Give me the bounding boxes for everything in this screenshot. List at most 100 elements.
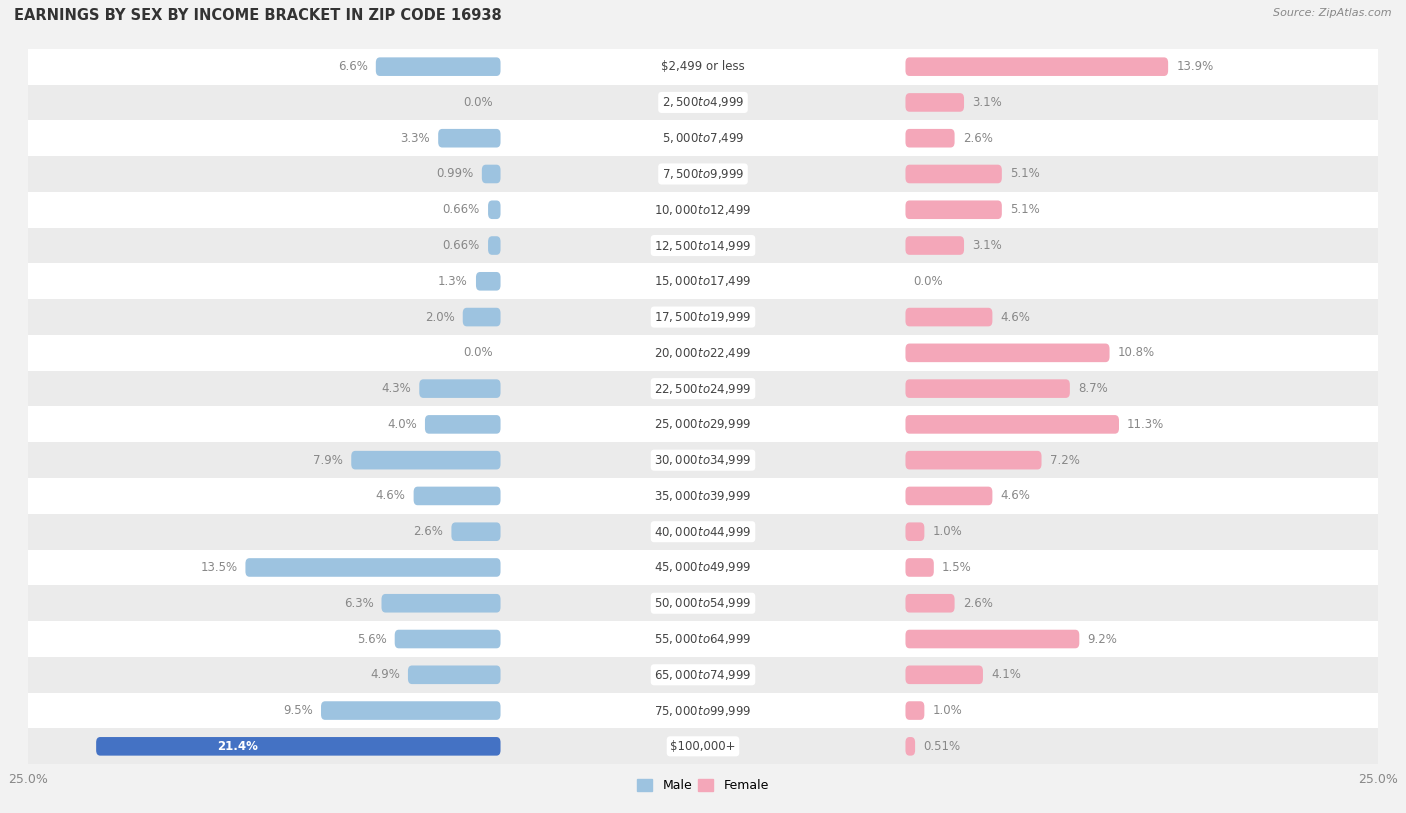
FancyBboxPatch shape [408, 666, 501, 684]
FancyBboxPatch shape [463, 308, 501, 326]
FancyBboxPatch shape [905, 308, 993, 326]
FancyBboxPatch shape [381, 594, 501, 612]
Bar [28, 621, 1378, 657]
FancyBboxPatch shape [905, 201, 1002, 219]
FancyBboxPatch shape [905, 737, 915, 755]
Text: $100,000+: $100,000+ [671, 740, 735, 753]
Text: 0.0%: 0.0% [463, 96, 492, 109]
Bar [28, 550, 1378, 585]
Text: Source: ZipAtlas.com: Source: ZipAtlas.com [1274, 8, 1392, 18]
Text: 0.0%: 0.0% [914, 275, 943, 288]
Text: 4.1%: 4.1% [991, 668, 1021, 681]
FancyBboxPatch shape [488, 201, 501, 219]
FancyBboxPatch shape [905, 93, 965, 111]
Text: 2.6%: 2.6% [963, 132, 993, 145]
Text: $45,000 to $49,999: $45,000 to $49,999 [654, 560, 752, 575]
FancyBboxPatch shape [488, 237, 501, 254]
FancyBboxPatch shape [905, 523, 924, 541]
Text: 1.5%: 1.5% [942, 561, 972, 574]
Text: $55,000 to $64,999: $55,000 to $64,999 [654, 632, 752, 646]
Text: 4.0%: 4.0% [387, 418, 416, 431]
Bar [28, 585, 1378, 621]
FancyBboxPatch shape [395, 630, 501, 648]
FancyBboxPatch shape [905, 129, 955, 147]
FancyBboxPatch shape [96, 737, 501, 755]
Text: 5.1%: 5.1% [1010, 167, 1039, 180]
Text: 3.1%: 3.1% [972, 239, 1002, 252]
Text: 0.99%: 0.99% [436, 167, 474, 180]
Text: 7.2%: 7.2% [1050, 454, 1080, 467]
FancyBboxPatch shape [246, 559, 501, 576]
FancyBboxPatch shape [451, 523, 501, 541]
Text: 9.5%: 9.5% [283, 704, 314, 717]
Bar [28, 442, 1378, 478]
FancyBboxPatch shape [321, 702, 501, 720]
Text: 1.0%: 1.0% [932, 704, 962, 717]
FancyBboxPatch shape [905, 630, 1080, 648]
Text: $2,500 to $4,999: $2,500 to $4,999 [662, 95, 744, 110]
Text: 2.6%: 2.6% [413, 525, 443, 538]
FancyBboxPatch shape [905, 666, 983, 684]
FancyBboxPatch shape [905, 559, 934, 576]
Text: 0.0%: 0.0% [463, 346, 492, 359]
Text: $22,500 to $24,999: $22,500 to $24,999 [654, 381, 752, 396]
Bar [28, 514, 1378, 550]
Text: 4.6%: 4.6% [1001, 489, 1031, 502]
Text: $35,000 to $39,999: $35,000 to $39,999 [654, 489, 752, 503]
Text: 4.6%: 4.6% [1001, 311, 1031, 324]
Text: 13.9%: 13.9% [1177, 60, 1213, 73]
Text: 11.3%: 11.3% [1128, 418, 1164, 431]
FancyBboxPatch shape [419, 380, 501, 398]
FancyBboxPatch shape [905, 344, 1109, 362]
Text: 0.51%: 0.51% [924, 740, 960, 753]
Bar [28, 693, 1378, 728]
Text: 5.6%: 5.6% [357, 633, 387, 646]
FancyBboxPatch shape [905, 594, 955, 612]
Text: 4.3%: 4.3% [381, 382, 411, 395]
FancyBboxPatch shape [352, 451, 501, 469]
Text: 9.2%: 9.2% [1087, 633, 1118, 646]
Bar [28, 299, 1378, 335]
Text: 8.7%: 8.7% [1078, 382, 1108, 395]
Text: $15,000 to $17,499: $15,000 to $17,499 [654, 274, 752, 289]
Text: 1.3%: 1.3% [439, 275, 468, 288]
Text: 0.66%: 0.66% [443, 203, 479, 216]
Text: $50,000 to $54,999: $50,000 to $54,999 [654, 596, 752, 611]
Bar [28, 728, 1378, 764]
Text: 1.0%: 1.0% [932, 525, 962, 538]
Bar [28, 85, 1378, 120]
FancyBboxPatch shape [905, 380, 1070, 398]
FancyBboxPatch shape [905, 165, 1002, 183]
Text: $12,500 to $14,999: $12,500 to $14,999 [654, 238, 752, 253]
Bar [28, 406, 1378, 442]
Text: $2,499 or less: $2,499 or less [661, 60, 745, 73]
FancyBboxPatch shape [905, 58, 1168, 76]
Text: 4.6%: 4.6% [375, 489, 405, 502]
Bar [28, 49, 1378, 85]
Text: $65,000 to $74,999: $65,000 to $74,999 [654, 667, 752, 682]
Bar [28, 156, 1378, 192]
Text: $7,500 to $9,999: $7,500 to $9,999 [662, 167, 744, 181]
Text: 21.4%: 21.4% [218, 740, 259, 753]
Text: 2.0%: 2.0% [425, 311, 454, 324]
Text: $17,500 to $19,999: $17,500 to $19,999 [654, 310, 752, 324]
Text: 13.5%: 13.5% [200, 561, 238, 574]
Text: 10.8%: 10.8% [1118, 346, 1154, 359]
Text: 3.3%: 3.3% [401, 132, 430, 145]
Text: $20,000 to $22,499: $20,000 to $22,499 [654, 346, 752, 360]
Text: $25,000 to $29,999: $25,000 to $29,999 [654, 417, 752, 432]
Bar [28, 371, 1378, 406]
Text: $40,000 to $44,999: $40,000 to $44,999 [654, 524, 752, 539]
Text: 3.1%: 3.1% [972, 96, 1002, 109]
Text: EARNINGS BY SEX BY INCOME BRACKET IN ZIP CODE 16938: EARNINGS BY SEX BY INCOME BRACKET IN ZIP… [14, 8, 502, 23]
Bar [28, 335, 1378, 371]
Text: 5.1%: 5.1% [1010, 203, 1039, 216]
FancyBboxPatch shape [413, 487, 501, 505]
Text: 7.9%: 7.9% [314, 454, 343, 467]
FancyBboxPatch shape [905, 415, 1119, 433]
FancyBboxPatch shape [425, 415, 501, 433]
FancyBboxPatch shape [905, 487, 993, 505]
Legend: Male, Female: Male, Female [633, 774, 773, 798]
Text: $10,000 to $12,499: $10,000 to $12,499 [654, 202, 752, 217]
Bar [28, 120, 1378, 156]
